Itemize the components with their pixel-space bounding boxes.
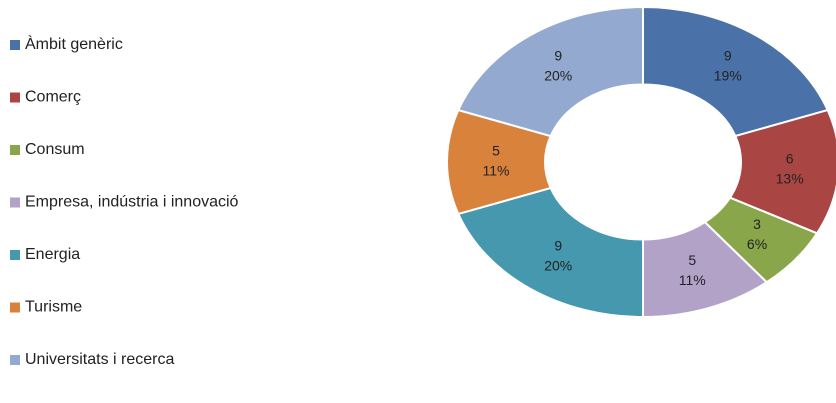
legend-swatch	[10, 92, 20, 103]
percent-label: 11%	[679, 272, 706, 288]
legend-label: Turisme	[25, 299, 82, 316]
value-label: 9	[554, 48, 562, 64]
percent-label: 6%	[747, 236, 767, 252]
value-label: 9	[724, 48, 732, 64]
percent-label: 11%	[483, 163, 510, 179]
value-label: 5	[492, 143, 500, 159]
legend-label: Empresa, indústria i innovació	[25, 194, 239, 211]
legend-swatch	[10, 250, 20, 260]
value-label: 6	[786, 151, 794, 167]
percent-label: 20%	[544, 258, 572, 274]
legend-swatch	[10, 40, 20, 50]
legend-swatch	[10, 145, 20, 155]
legend-label: Universitats i recerca	[25, 351, 174, 368]
legend-label: Comerç	[25, 89, 81, 106]
legend-swatch	[10, 197, 20, 208]
donut-slice	[642, 5, 830, 138]
percent-label: 13%	[776, 171, 804, 187]
donut-slice	[456, 5, 644, 138]
legend-swatch	[10, 302, 20, 313]
value-label: 9	[554, 238, 562, 254]
percent-label: 19%	[714, 68, 742, 84]
legend-label: Consum	[25, 141, 85, 158]
value-label: 5	[688, 252, 696, 268]
legend-swatch	[10, 355, 20, 365]
value-label: 3	[753, 216, 761, 232]
legend-label: Àmbit genèric	[25, 34, 123, 53]
legend-label: Energia	[25, 246, 80, 263]
percent-label: 20%	[544, 68, 572, 84]
donut-slice	[456, 186, 644, 319]
